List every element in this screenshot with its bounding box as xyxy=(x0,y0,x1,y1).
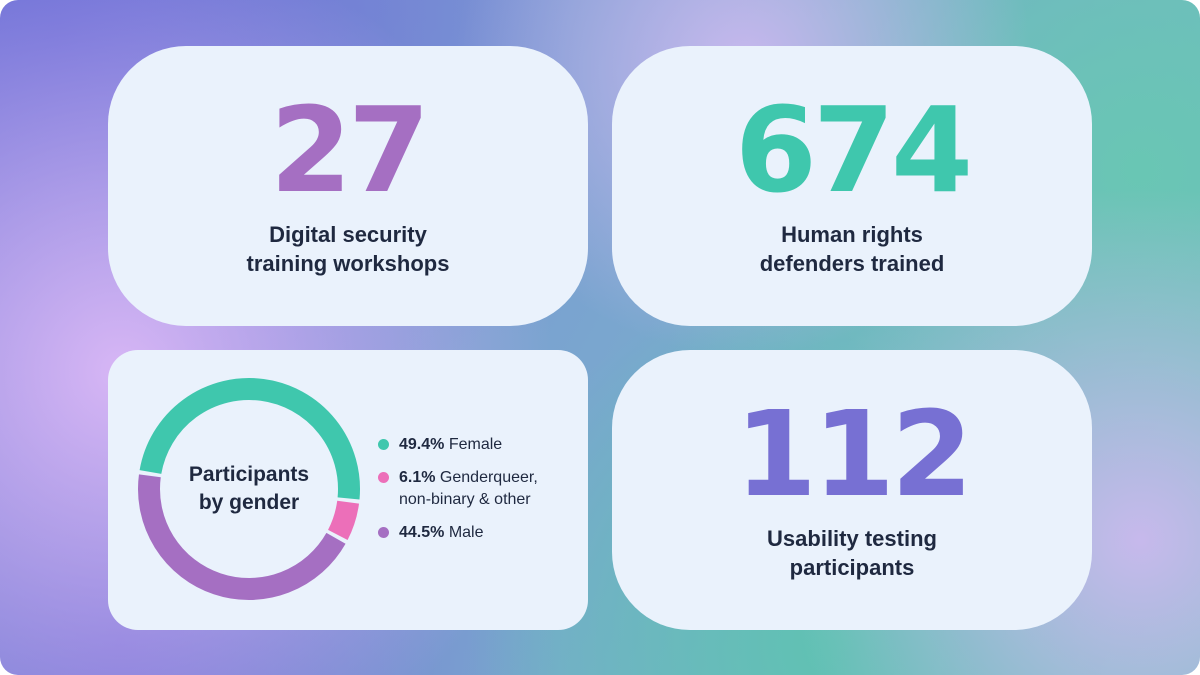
legend-item-female: 49.4% Female xyxy=(378,434,538,456)
donut-slice-male xyxy=(138,474,346,600)
legend-text: 44.5% Male xyxy=(399,522,538,544)
legend-value: 49.4% xyxy=(399,436,445,453)
stat-card-defenders: 674 Human rights defenders trained xyxy=(612,46,1092,326)
stat-label-line: training workshops xyxy=(246,251,450,276)
legend-name: Male xyxy=(448,524,484,541)
donut-slice-female xyxy=(139,378,360,500)
donut-title-line: by gender xyxy=(198,491,300,514)
legend-value: 44.5% xyxy=(399,524,445,541)
legend-value: 6.1% xyxy=(399,469,436,486)
chart-legend: 49.4% Female 6.1% Genderqueer, non-binar… xyxy=(378,434,538,555)
stat-card-usability: 112 Usability testing participants xyxy=(612,350,1092,630)
donut-title-line: Participants xyxy=(188,463,310,486)
stat-label-line: Digital security xyxy=(269,222,427,247)
stat-label-line: Human rights xyxy=(781,222,923,247)
legend-line: 6.1% Genderqueer, xyxy=(399,467,538,489)
legend-dot-female xyxy=(378,439,389,450)
gender-chart-card: Participants by gender 49.4% Female 6.1%… xyxy=(108,350,588,630)
stat-value-usability: 112 xyxy=(734,385,973,523)
legend-line: 49.4% Female xyxy=(399,434,538,456)
stat-card-workshops: 27 Digital security training workshops xyxy=(108,46,588,326)
legend-name: Genderqueer, xyxy=(439,469,538,486)
stat-value-workshops: 27 xyxy=(269,81,430,219)
legend-dot-male xyxy=(378,527,389,538)
stat-label-line: Usability testing xyxy=(767,526,937,551)
legend-text: 49.4% Female xyxy=(399,434,538,456)
legend-dot-genderqueer xyxy=(378,472,389,483)
donut-slice-genderqueer xyxy=(327,500,360,541)
legend-item-genderqueer: 6.1% Genderqueer, non-binary & other xyxy=(378,467,538,511)
legend-line: 44.5% Male xyxy=(399,522,538,544)
stat-label-line: defenders trained xyxy=(759,251,945,276)
stat-value-defenders: 674 xyxy=(734,81,973,219)
stat-label-line: participants xyxy=(789,555,915,580)
legend-name: Female xyxy=(448,436,503,453)
stat-label-usability: Usability testing participants xyxy=(767,524,937,582)
donut-svg xyxy=(138,378,360,600)
donut-title: Participants by gender xyxy=(136,376,362,602)
legend-text: 6.1% Genderqueer, non-binary & other xyxy=(399,467,538,511)
stat-label-workshops: Digital security training workshops xyxy=(247,220,450,278)
legend-item-male: 44.5% Male xyxy=(378,522,538,544)
legend-name-continued: non-binary & other xyxy=(399,491,531,508)
stat-label-defenders: Human rights defenders trained xyxy=(760,220,945,278)
donut-chart: Participants by gender xyxy=(136,376,362,602)
